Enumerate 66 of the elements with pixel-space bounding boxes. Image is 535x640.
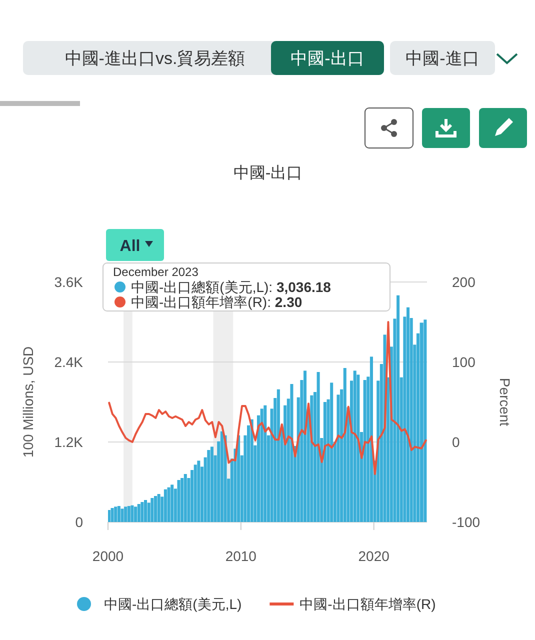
bar bbox=[304, 370, 307, 522]
bar bbox=[130, 505, 134, 522]
y2-axis-title: Percent bbox=[497, 378, 513, 426]
tabs: 中國-進出口vs.貿易差額 中國-出口 中國-進口 bbox=[23, 41, 495, 75]
bar bbox=[167, 487, 170, 522]
bar bbox=[260, 408, 264, 522]
legend-label: 中國-出口額年增率(R) bbox=[300, 596, 436, 612]
bar bbox=[323, 402, 326, 522]
bar bbox=[180, 478, 184, 522]
bar bbox=[343, 368, 346, 522]
bar bbox=[220, 431, 224, 522]
bar bbox=[184, 474, 187, 522]
bar bbox=[264, 405, 267, 522]
bar bbox=[420, 322, 424, 522]
bar bbox=[140, 502, 144, 522]
x-tick-label: 2020 bbox=[358, 548, 390, 564]
bar bbox=[150, 498, 154, 522]
bar bbox=[117, 506, 120, 522]
bar bbox=[396, 295, 400, 522]
bar bbox=[170, 484, 174, 522]
bar bbox=[316, 372, 320, 522]
x-tick-label: 2010 bbox=[225, 548, 257, 564]
bar bbox=[197, 460, 200, 522]
bar bbox=[210, 446, 214, 522]
tooltip: December 2023 中國-出口總額(美元,L): 3,036.18 中國-出口額年增率(R): 2.30 bbox=[102, 262, 390, 312]
bar bbox=[110, 508, 114, 522]
y-tick-label: 0 bbox=[75, 514, 84, 530]
bar bbox=[137, 504, 140, 522]
bar bbox=[177, 480, 180, 522]
y2-tick-label: -100 bbox=[452, 514, 480, 530]
bar bbox=[250, 419, 254, 522]
annotation: 中國-出口額年增率(R): 2.30 bbox=[131, 294, 302, 310]
bar bbox=[144, 500, 148, 522]
legend-label: 中國-出口總額(美元,L) bbox=[104, 596, 242, 612]
bar bbox=[356, 374, 360, 522]
bar bbox=[114, 506, 118, 522]
bar bbox=[330, 382, 334, 522]
bar bbox=[120, 508, 124, 522]
bar bbox=[353, 370, 356, 522]
y2-tick-label: 0 bbox=[452, 434, 460, 450]
bar bbox=[124, 506, 128, 522]
bar bbox=[237, 435, 240, 522]
bar bbox=[363, 380, 366, 522]
x-tick-label: 2000 bbox=[92, 548, 124, 564]
bar bbox=[290, 384, 294, 522]
bar bbox=[127, 506, 130, 522]
bar bbox=[134, 506, 138, 522]
bar bbox=[276, 389, 280, 522]
y2-tick-label: 100 bbox=[452, 354, 476, 370]
bar bbox=[194, 464, 197, 522]
bar bbox=[370, 356, 373, 522]
bar bbox=[157, 494, 160, 522]
bar bbox=[108, 510, 110, 522]
range-button: All bbox=[106, 229, 164, 261]
y-axis-title: 100 Millions, USD bbox=[20, 346, 36, 458]
y2-tick-label: 200 bbox=[452, 274, 476, 290]
bar bbox=[207, 450, 210, 522]
bar bbox=[164, 489, 167, 522]
annotation: 中國-出口總額(美元,L): 3,036.18 bbox=[131, 279, 332, 295]
bar bbox=[406, 307, 410, 522]
bar bbox=[154, 496, 157, 522]
chart-title: 中國-出口 bbox=[233, 164, 303, 182]
y-tick-label: 2.4K bbox=[54, 354, 84, 370]
y-tick-label: 3.6K bbox=[54, 274, 84, 290]
bar bbox=[424, 320, 427, 522]
y-tick-label: 1.2K bbox=[54, 434, 84, 450]
